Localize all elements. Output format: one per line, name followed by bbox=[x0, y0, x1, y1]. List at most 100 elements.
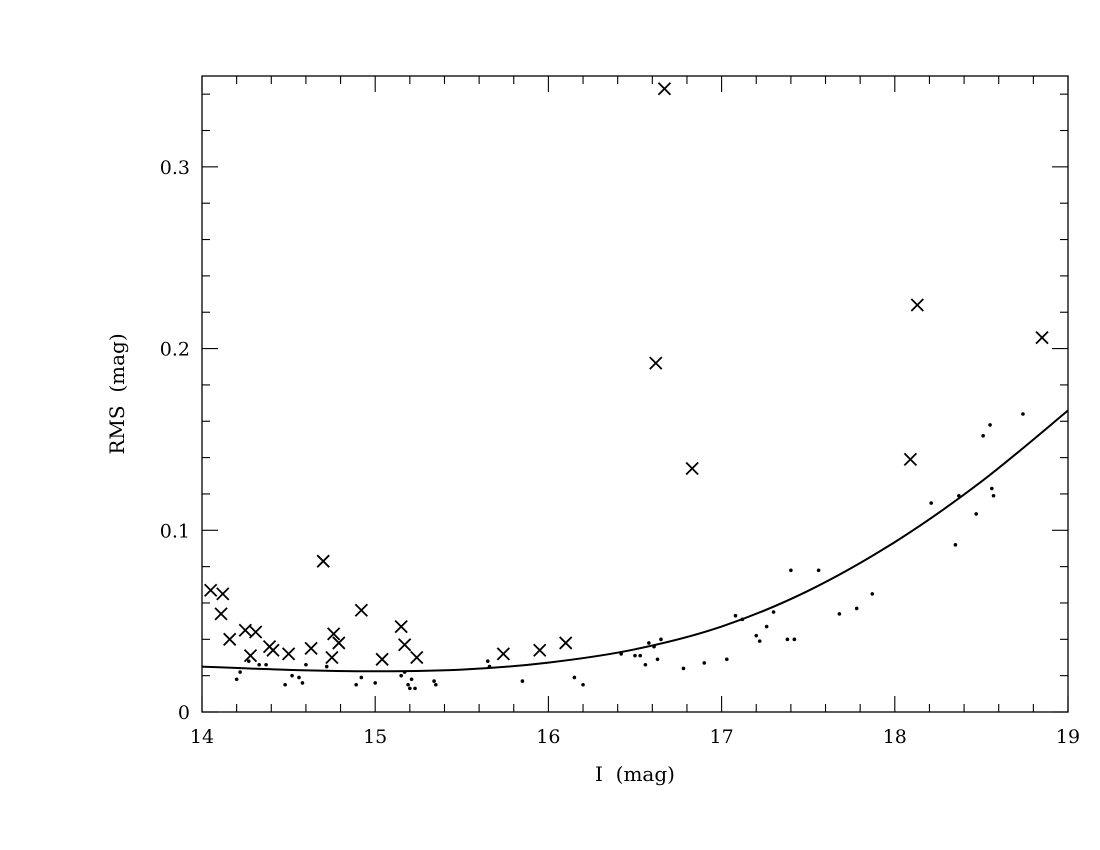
cross-marker bbox=[559, 636, 573, 650]
dot-marker bbox=[485, 659, 490, 663]
dot-marker bbox=[432, 679, 436, 683]
dot-marker bbox=[300, 681, 305, 685]
cross-marker bbox=[223, 632, 237, 646]
x-tick-label: 17 bbox=[710, 726, 734, 748]
dot-marker bbox=[702, 661, 707, 665]
cross-stroke bbox=[410, 650, 424, 665]
cross-marker bbox=[325, 650, 339, 665]
axis-ticks bbox=[201, 76, 1069, 713]
cross-stroke bbox=[657, 82, 672, 96]
cross-stroke bbox=[559, 636, 573, 650]
cross-stroke bbox=[316, 554, 330, 568]
y-axis-title: RMS (mag) bbox=[105, 333, 129, 454]
data-marks bbox=[201, 82, 1069, 691]
dot-marker bbox=[789, 568, 793, 573]
cross-marker bbox=[216, 587, 230, 601]
cross-marker bbox=[398, 638, 412, 652]
dot-marker bbox=[870, 592, 875, 596]
dot-marker bbox=[572, 675, 577, 680]
cross-stroke bbox=[533, 643, 547, 657]
cross-marker bbox=[657, 82, 672, 96]
dot-marker bbox=[953, 543, 958, 547]
x-tick-label: 16 bbox=[536, 726, 560, 748]
cross-stroke bbox=[354, 603, 368, 617]
dot-marker bbox=[399, 673, 403, 678]
dot-marker bbox=[981, 433, 985, 438]
dot-marker bbox=[283, 682, 287, 687]
dot-marker bbox=[771, 610, 776, 614]
cross-marker bbox=[304, 641, 318, 656]
dot-marker bbox=[434, 682, 438, 687]
cross-stroke bbox=[649, 356, 663, 370]
cross-marker bbox=[316, 554, 330, 568]
dot-marker bbox=[854, 606, 859, 611]
dot-marker bbox=[373, 681, 378, 685]
dot-marker bbox=[359, 675, 364, 680]
cross-stroke bbox=[394, 619, 408, 634]
dot-marker bbox=[257, 662, 261, 667]
cross-marker bbox=[249, 625, 263, 639]
dot-marker bbox=[764, 624, 769, 629]
dot-marker bbox=[520, 679, 525, 683]
cross-marker bbox=[410, 650, 424, 665]
y-tick-label: 0 bbox=[178, 702, 190, 724]
cross-marker bbox=[214, 607, 228, 621]
y-tick-label: 0.2 bbox=[160, 339, 190, 361]
dot-marker bbox=[837, 612, 842, 616]
dot-marker bbox=[1021, 412, 1025, 416]
y-tick-label: 0.3 bbox=[160, 157, 190, 179]
x-tick-label: 15 bbox=[363, 726, 387, 748]
dot-marker bbox=[724, 657, 729, 662]
cross-stroke bbox=[281, 647, 296, 661]
dot-marker bbox=[792, 637, 797, 642]
cross-marker bbox=[903, 452, 918, 467]
x-tick-label: 19 bbox=[1056, 726, 1080, 748]
dot-marker bbox=[655, 657, 660, 662]
dot-marker bbox=[633, 653, 637, 658]
cross-marker bbox=[649, 356, 663, 370]
cross-stroke bbox=[223, 632, 237, 646]
cross-marker bbox=[910, 298, 924, 312]
dot-marker bbox=[324, 664, 329, 669]
cross-stroke bbox=[903, 452, 918, 467]
cross-stroke bbox=[243, 649, 258, 663]
dot-marker bbox=[234, 677, 239, 682]
dot-marker bbox=[354, 682, 358, 687]
y-tick-label: 0.1 bbox=[160, 520, 190, 542]
dot-marker bbox=[246, 659, 251, 663]
cross-stroke bbox=[266, 643, 280, 657]
cross-marker bbox=[204, 583, 218, 597]
dot-marker bbox=[929, 501, 933, 505]
dot-marker bbox=[754, 633, 759, 638]
dot-marker bbox=[681, 666, 686, 671]
cross-stroke bbox=[304, 641, 318, 656]
x-tick-label: 14 bbox=[190, 726, 214, 748]
cross-stroke bbox=[685, 461, 699, 476]
cross-stroke bbox=[398, 638, 412, 652]
x-tick-label: 18 bbox=[883, 726, 907, 748]
dot-marker bbox=[659, 637, 663, 642]
dot-marker bbox=[733, 613, 738, 618]
cross-marker bbox=[332, 636, 346, 650]
cross-marker bbox=[238, 623, 252, 637]
cross-stroke bbox=[1035, 331, 1049, 345]
fit-curve bbox=[201, 409, 1069, 673]
cross-stroke bbox=[204, 583, 218, 597]
cross-stroke bbox=[496, 647, 511, 661]
dot-marker bbox=[290, 673, 294, 678]
x-axis-title: I (mag) bbox=[595, 762, 675, 786]
cross-marker bbox=[533, 643, 547, 657]
axis-tick-labels: 14 15 16 17 18 19 0 0.1 0.2 0.3 bbox=[160, 157, 1080, 748]
dot-marker bbox=[581, 682, 585, 687]
plot-frame bbox=[201, 75, 1069, 713]
cross-stroke bbox=[910, 298, 924, 312]
cross-stroke bbox=[375, 652, 389, 666]
cross-marker bbox=[1035, 331, 1049, 345]
dot-marker bbox=[406, 682, 410, 687]
cross-marker bbox=[266, 643, 280, 657]
dot-marker bbox=[785, 637, 790, 642]
cross-marker bbox=[354, 603, 368, 617]
dot-marker bbox=[638, 653, 642, 658]
dot-marker bbox=[304, 662, 308, 667]
